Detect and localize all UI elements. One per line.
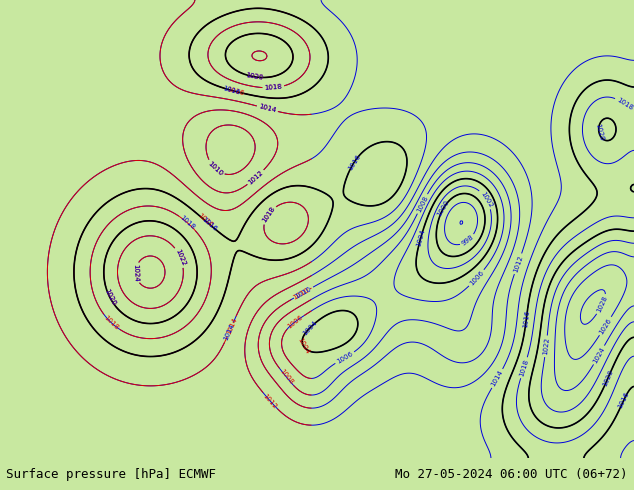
Text: 1020: 1020 bbox=[245, 73, 264, 81]
Text: 1016: 1016 bbox=[347, 153, 361, 172]
Text: 1020: 1020 bbox=[602, 369, 614, 388]
Text: 1018: 1018 bbox=[103, 314, 120, 331]
Text: 1002: 1002 bbox=[479, 190, 493, 208]
Text: Surface pressure [hPa] ECMWF: Surface pressure [hPa] ECMWF bbox=[6, 467, 216, 481]
Text: 1010: 1010 bbox=[294, 286, 313, 299]
Text: 1016: 1016 bbox=[618, 391, 631, 409]
Text: 1016: 1016 bbox=[223, 85, 241, 96]
Text: 1006: 1006 bbox=[469, 270, 485, 287]
Text: 1018: 1018 bbox=[261, 205, 276, 223]
Text: 1012: 1012 bbox=[262, 392, 278, 410]
Text: 1018: 1018 bbox=[179, 215, 197, 231]
Text: 1020: 1020 bbox=[103, 288, 117, 307]
Text: 1022: 1022 bbox=[174, 248, 186, 267]
Text: 1014: 1014 bbox=[258, 103, 276, 114]
Text: 1008: 1008 bbox=[278, 368, 294, 386]
Text: 1010: 1010 bbox=[291, 287, 310, 301]
Text: 1020: 1020 bbox=[594, 123, 604, 142]
Text: 1016: 1016 bbox=[522, 309, 531, 328]
Text: 1012: 1012 bbox=[247, 170, 264, 186]
Text: 1022: 1022 bbox=[542, 337, 550, 355]
Text: 1024: 1024 bbox=[133, 264, 139, 282]
Text: 1020: 1020 bbox=[245, 73, 264, 81]
Text: 1018: 1018 bbox=[519, 358, 529, 377]
Text: 1006: 1006 bbox=[287, 314, 304, 330]
Text: 1016: 1016 bbox=[201, 217, 219, 233]
Text: 1014: 1014 bbox=[490, 369, 505, 388]
Text: 1022: 1022 bbox=[174, 248, 186, 267]
Text: 1016: 1016 bbox=[226, 86, 245, 97]
Text: 1004: 1004 bbox=[297, 337, 311, 356]
Text: 1010: 1010 bbox=[207, 160, 224, 177]
Text: 1024: 1024 bbox=[133, 264, 139, 282]
Text: 1018: 1018 bbox=[261, 205, 276, 223]
Text: 1012: 1012 bbox=[247, 170, 264, 186]
Text: 1006: 1006 bbox=[335, 350, 354, 365]
Text: Mo 27-05-2024 06:00 UTC (06+72): Mo 27-05-2024 06:00 UTC (06+72) bbox=[395, 467, 628, 481]
Text: 1012: 1012 bbox=[512, 254, 524, 273]
Text: 1008: 1008 bbox=[415, 195, 429, 213]
Text: 1014: 1014 bbox=[223, 323, 235, 342]
Text: 998: 998 bbox=[461, 234, 475, 247]
Text: 1004: 1004 bbox=[415, 228, 426, 247]
Text: 1000: 1000 bbox=[436, 199, 451, 218]
Text: 1024: 1024 bbox=[592, 346, 606, 364]
Text: 1018: 1018 bbox=[264, 84, 283, 91]
Text: 1014: 1014 bbox=[258, 103, 276, 114]
Text: 1016: 1016 bbox=[197, 213, 214, 229]
Text: 1004: 1004 bbox=[302, 319, 318, 337]
Text: 1018: 1018 bbox=[615, 97, 634, 112]
Text: 1010: 1010 bbox=[207, 160, 224, 177]
Text: 1018: 1018 bbox=[264, 84, 283, 91]
Text: 1028: 1028 bbox=[596, 295, 609, 314]
Text: 1014: 1014 bbox=[225, 317, 238, 336]
Text: 1026: 1026 bbox=[598, 317, 612, 335]
Text: 1020: 1020 bbox=[103, 288, 117, 307]
